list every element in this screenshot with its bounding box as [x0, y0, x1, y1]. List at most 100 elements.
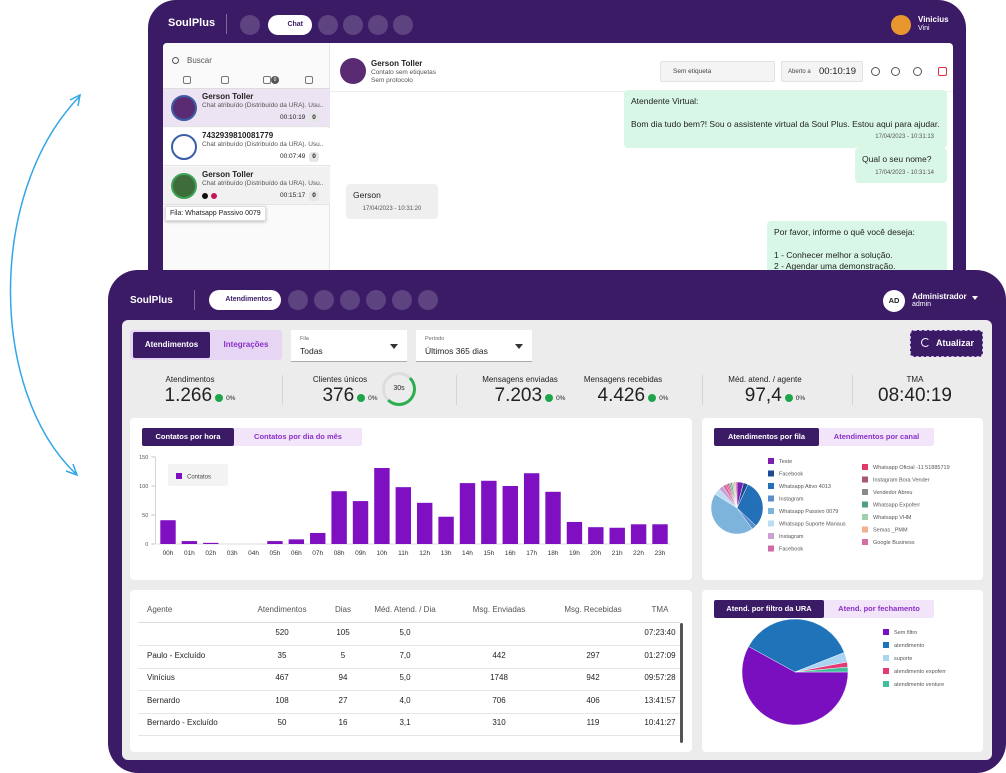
legend-label: Facebook — [779, 472, 803, 478]
status-dot — [211, 193, 217, 199]
bar — [352, 501, 369, 544]
contact-name: Gerson Toller — [202, 92, 254, 101]
bar — [609, 527, 625, 544]
unread-count: 0 — [309, 191, 319, 201]
nav-icon[interactable] — [393, 15, 413, 35]
header-action[interactable] — [938, 67, 947, 76]
filter-label: Período — [425, 336, 445, 342]
search-input[interactable]: Buscar — [187, 56, 212, 65]
header-action[interactable] — [913, 67, 922, 76]
refresh-button[interactable]: Atualizar — [910, 330, 983, 357]
header-action[interactable] — [871, 67, 880, 76]
tag-select[interactable]: Sem etiqueta — [660, 61, 775, 82]
nav-icon[interactable] — [240, 15, 260, 35]
chart-tab-active[interactable]: Contatos por hora — [142, 428, 234, 446]
chart-tab[interactable]: Atend. por fechamento — [838, 604, 920, 613]
list-filter-icon[interactable] — [183, 76, 191, 84]
header-action[interactable] — [891, 67, 900, 76]
conversation-item[interactable]: Gerson Toller Chat atribuído (Distribuído… — [163, 167, 330, 205]
filter-select[interactable]: Período Últimos 365 dias — [416, 330, 532, 362]
table-cell: 16 — [338, 718, 348, 727]
table-cell: TMA — [651, 605, 669, 614]
legend-swatch — [768, 458, 774, 464]
tab-active[interactable]: Atendimentos — [133, 332, 210, 358]
bar — [502, 486, 518, 544]
nav-icon[interactable] — [288, 290, 308, 310]
table-cell: 467 — [275, 673, 289, 682]
bar — [331, 491, 347, 544]
nav-icon[interactable] — [343, 15, 363, 35]
legend-swatch — [862, 476, 868, 483]
conversation-item[interactable]: 7432939810081779 Chat atribuído (Distribu… — [163, 128, 330, 166]
bar — [630, 524, 647, 544]
table-cell: Agente — [147, 605, 173, 614]
x-tick-label: 04h — [248, 550, 259, 557]
stat-divider — [456, 375, 457, 405]
filter-select[interactable]: Fila Todas — [291, 330, 407, 362]
wait-ring: 30s — [382, 372, 416, 406]
legend-label: Sem filtro — [894, 630, 917, 636]
table-cell: 01:27:09 — [644, 650, 676, 660]
y-tick-label: 150 — [139, 455, 148, 461]
nav-tab-active[interactable]: Atendimentos — [209, 290, 281, 310]
nav-tab-active[interactable]: Chat — [268, 15, 312, 35]
section-tabs: Atendimentos Integrações — [130, 330, 282, 360]
x-tick-label: 05h — [270, 550, 281, 557]
nav-icon[interactable] — [366, 290, 386, 310]
brand: SoulPlus — [168, 17, 216, 29]
header-name: Gerson Toller — [371, 59, 423, 68]
user-role: admin — [912, 301, 932, 308]
table-cell: 108 — [275, 695, 289, 705]
chart-tab[interactable]: Atendimentos por canal — [833, 432, 920, 441]
conversation-item[interactable]: Gerson Toller Chat atribuído (Distribuído… — [163, 89, 330, 127]
stat-change: 0% — [659, 394, 669, 402]
list-filter-icon[interactable] — [305, 76, 313, 84]
user-avatar[interactable]: AD — [883, 290, 905, 312]
message-bubble: Atendente Virtual: Bom dia tudo bem?! Sou… — [624, 90, 947, 148]
refresh-icon — [921, 338, 930, 347]
nav-icon[interactable] — [318, 15, 338, 35]
y-tick-label: 50 — [142, 513, 148, 519]
table-card: Agente Atendimentos Dias Méd. Atend. / Dia M… — [130, 590, 692, 752]
nav-icon[interactable] — [368, 15, 388, 35]
bar — [288, 539, 305, 544]
chart-tab-active[interactable]: Atend. por filtro da URA — [714, 600, 824, 618]
table-cell: 7,0 — [399, 650, 411, 660]
message-preview: Chat atribuído (Distribuído da URA). Usu… — [202, 141, 324, 148]
message-preview: Chat atribuído (Distribuído da URA). Usu… — [202, 102, 324, 109]
pie-card: Atend. por filtro da URA Atend. por fecha… — [702, 590, 983, 752]
x-tick-label: 23h — [655, 550, 666, 557]
table-cell: 310 — [492, 718, 506, 727]
legend-swatch — [883, 681, 889, 687]
message-text: Por favor, informe o quê você deseja: — [774, 227, 915, 237]
user-name: Administrador — [912, 292, 967, 301]
nav-icon[interactable] — [392, 290, 412, 310]
bar — [481, 480, 497, 544]
legend-swatch — [862, 539, 868, 545]
legend-label: Whatsapp Expoferr — [873, 503, 920, 509]
filter-label: Fila — [300, 336, 309, 342]
nav-icon[interactable] — [340, 290, 360, 310]
table-cell: Atendimentos — [257, 605, 307, 614]
stat-value: 97,4 — [744, 385, 782, 406]
chart-svg: Sem filtro atendimento suporte atendimento … — [741, 618, 946, 726]
list-filter-icon[interactable] — [221, 76, 229, 84]
legend-swatch — [862, 464, 868, 470]
tab[interactable]: Integrações — [223, 340, 269, 349]
bar — [203, 542, 219, 544]
nav-icon[interactable] — [314, 290, 334, 310]
x-tick-label: 22h — [633, 550, 644, 557]
chart-tab-active[interactable]: Atendimentos por fila — [714, 428, 819, 446]
table-cell: Msg. Recebidas — [564, 605, 622, 614]
nav-icon[interactable] — [418, 290, 438, 310]
pie-slice — [710, 493, 753, 535]
stat-change: 0% — [795, 394, 806, 402]
y-tick-label: 0 — [145, 542, 148, 548]
open-timer: Aberto a 00:10:19 — [781, 61, 863, 82]
open-time: 00:10:19 — [819, 66, 856, 77]
legend-label: Whatsapp Ativo 4013 — [779, 484, 831, 490]
table-cell: Bernardo - Excluído — [147, 718, 218, 727]
chart-tab[interactable]: Contatos por dia do mês — [254, 432, 342, 441]
stat-value: 7.203 — [494, 385, 543, 406]
list-filter-icon[interactable] — [263, 76, 271, 84]
